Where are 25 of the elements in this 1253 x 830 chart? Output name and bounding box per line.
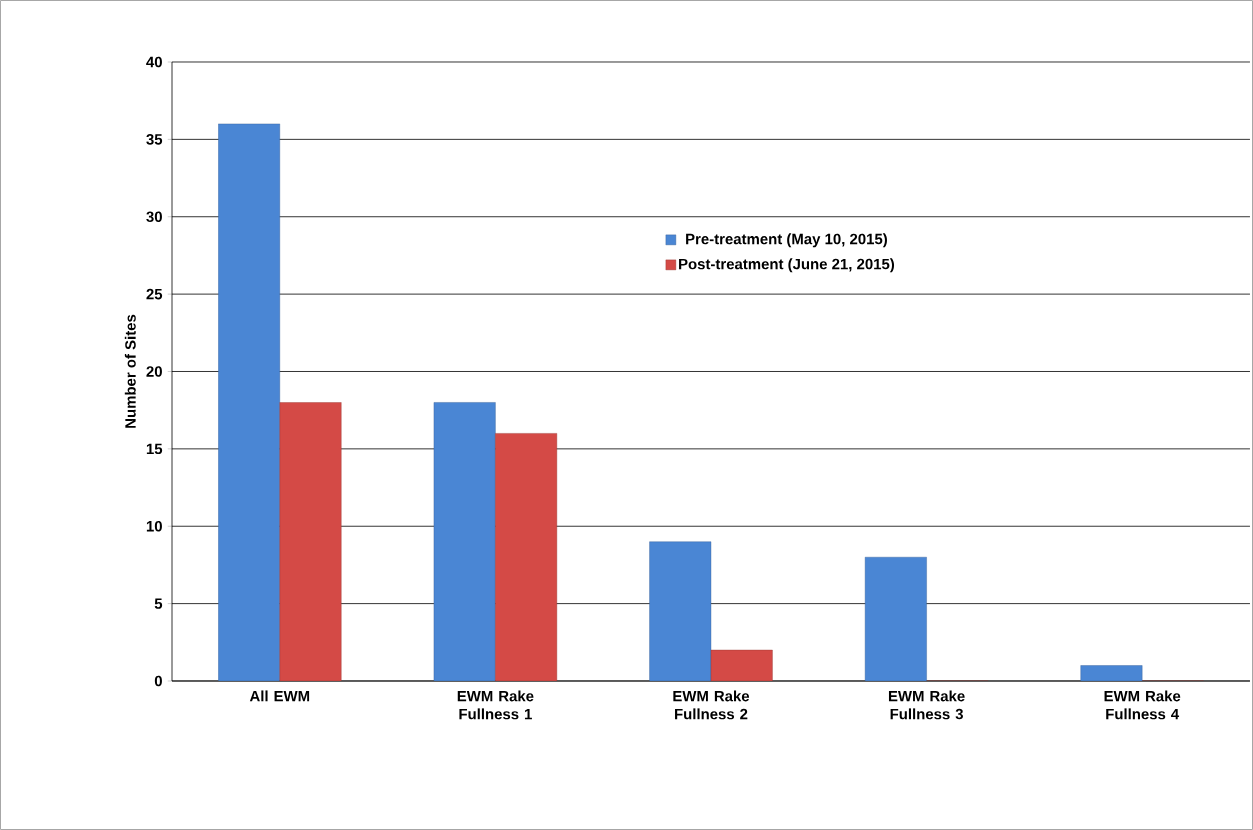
bar [495, 433, 558, 681]
bar [279, 402, 342, 681]
y-tick-label: 25 [146, 288, 163, 300]
x-tick-label: EWM Rake Fullness 4 [1104, 690, 1181, 720]
x-tick-label: EWM Rake Fullness 3 [888, 690, 965, 720]
y-tick-label: 5 [154, 598, 163, 609]
bar [433, 402, 496, 681]
bar [710, 649, 773, 681]
bar [649, 541, 712, 681]
legend-label: Post-treatment (June 21, 2015) [679, 258, 895, 273]
x-tick-label: All EWM [249, 690, 310, 702]
y-tick-label: 40 [146, 56, 162, 68]
bar [864, 557, 927, 681]
y-tick-label: 30 [146, 211, 162, 223]
y-tick-label: 10 [146, 520, 162, 532]
y-tick-label: 20 [146, 366, 162, 377]
y-tick-label: 35 [146, 134, 163, 145]
bar [218, 123, 280, 681]
bar [1080, 665, 1143, 681]
legend-label: Pre-treatment (May 10, 2015) [686, 233, 887, 248]
y-axis-title: Number of Sites [124, 314, 136, 428]
y-tick-label: 0 [154, 675, 162, 687]
y-tick-label: 15 [146, 443, 163, 455]
x-tick-label: EWM Rake Fullness 1 [457, 690, 534, 720]
x-tick-label: EWM Rake Fullness 2 [673, 690, 750, 720]
